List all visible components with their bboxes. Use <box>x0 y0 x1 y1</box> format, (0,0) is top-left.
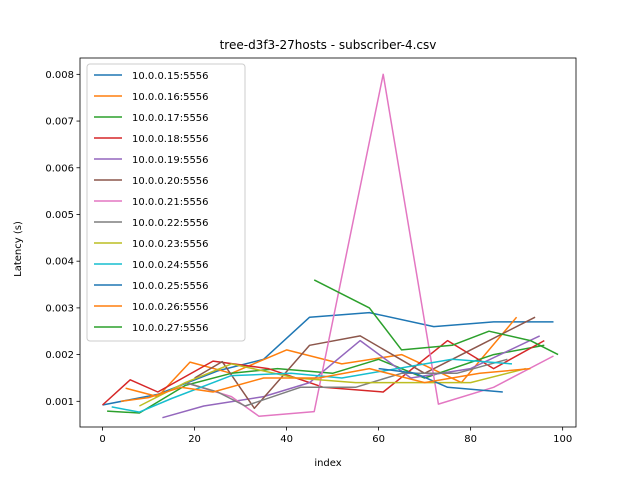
y-tick-label: 0.002 <box>45 350 74 361</box>
x-tick-label: 40 <box>280 434 293 445</box>
y-tick-label: 0.008 <box>45 70 74 81</box>
chart-title: tree-d3f3-27hosts - subscriber-4.csv <box>220 38 437 52</box>
y-tick-label: 0.003 <box>45 303 74 314</box>
legend-label: 10.0.0.22:5556 <box>132 218 209 229</box>
series-line-11 <box>378 367 503 393</box>
series-line-8 <box>185 358 508 407</box>
x-tick-label: 60 <box>372 434 385 445</box>
legend-label: 10.0.0.16:5556 <box>132 92 209 103</box>
y-tick-label: 0.006 <box>45 163 74 174</box>
y-tick-label: 0.007 <box>45 117 74 128</box>
series-line-9 <box>139 363 526 407</box>
plot-frame <box>79 57 577 428</box>
x-tick-label: 100 <box>553 434 572 445</box>
legend-label: 10.0.0.18:5556 <box>132 134 209 145</box>
x-axis: 0 20 40 60 80 100 <box>99 427 572 445</box>
legend-box <box>86 63 246 342</box>
series-line-12 <box>120 367 531 403</box>
legend: 10.0.0.15:5556 10.0.0.16:5556 10.0.0.17:55… <box>86 63 246 342</box>
x-axis-label: index <box>314 458 341 469</box>
legend-label: 10.0.0.23:5556 <box>132 239 209 250</box>
x-tick-label: 20 <box>188 434 201 445</box>
legend-label: 10.0.0.25:5556 <box>132 281 209 292</box>
legend-label: 10.0.0.26:5556 <box>132 302 209 313</box>
y-tick-label: 0.005 <box>45 210 74 221</box>
y-axis-label: Latency (s) <box>13 221 24 277</box>
series-layer <box>101 73 559 419</box>
x-tick-label: 80 <box>464 434 477 445</box>
legend-label: 10.0.0.21:5556 <box>132 197 209 208</box>
legend-label: 10.0.0.24:5556 <box>132 260 209 271</box>
series-line-6 <box>194 316 536 410</box>
series-line-13 <box>313 279 559 356</box>
series-line-10 <box>111 358 513 413</box>
legend-label: 10.0.0.17:5556 <box>132 113 209 124</box>
x-tick-label: 0 <box>99 434 105 445</box>
legend-label: 10.0.0.15:5556 <box>132 71 209 82</box>
series-line-3 <box>107 344 545 414</box>
y-axis: 0.001 0.002 0.003 0.004 0.005 0.006 0.007 0.008 <box>45 70 80 408</box>
legend-label: 10.0.0.19:5556 <box>132 155 209 166</box>
series-line-5 <box>162 335 541 419</box>
legend-label: 10.0.0.20:5556 <box>132 176 209 187</box>
y-tick-label: 0.001 <box>45 397 74 408</box>
y-tick-label: 0.004 <box>45 257 74 268</box>
legend-label: 10.0.0.27:5556 <box>132 323 209 334</box>
